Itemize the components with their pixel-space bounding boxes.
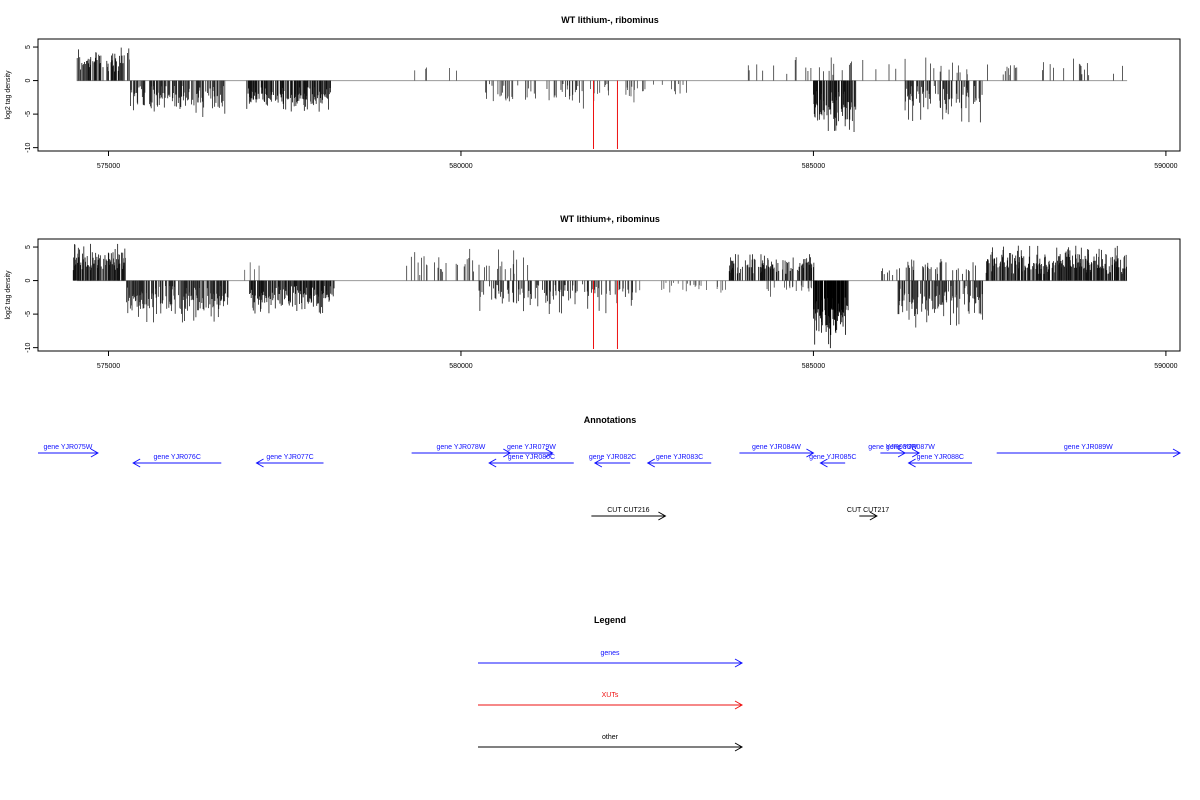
legend-entries: genes XUTs other — [478, 650, 744, 752]
legend-entry: genes — [478, 650, 744, 668]
feature-label: CUT CUT217 — [847, 507, 889, 514]
y-tick-label: 5 — [25, 45, 32, 49]
y-tick-label: -10 — [25, 342, 32, 352]
panel-title: WT lithium-, ribominus — [561, 15, 659, 25]
feature-arrowhead — [658, 511, 667, 521]
feature-label: gene YJR089W — [1064, 444, 1113, 451]
annotation-feature: CUT CUT217 — [847, 507, 889, 521]
y-tick-label: 5 — [25, 245, 32, 249]
feature-label: gene YJR083C — [656, 454, 703, 461]
legend-entry: XUTs — [478, 692, 744, 710]
feature-arrowhead — [911, 448, 921, 458]
feature-label: gene YJR076C — [154, 454, 201, 461]
annotation-feature: gene YJR075W — [38, 444, 99, 458]
density-bars — [72, 243, 1128, 349]
legend-label: XUTs — [602, 692, 619, 699]
feature-arrowhead — [734, 658, 744, 668]
legend-title: Legend — [594, 615, 626, 625]
legend-label: other — [602, 734, 619, 741]
feature-arrowhead — [593, 458, 603, 468]
feature-label: gene YJR087W — [886, 444, 935, 451]
feature-label: gene YJR086W — [868, 444, 917, 451]
x-tick-label: 585000 — [802, 163, 825, 170]
y-tick-label: 0 — [25, 79, 32, 83]
plot-frame — [37, 38, 1181, 152]
legend-label: genes — [600, 650, 620, 657]
annotations-title: Annotations — [584, 415, 637, 425]
feature-label: gene YJR085C — [809, 454, 856, 461]
feature-arrowhead — [907, 458, 916, 468]
plot-frame — [37, 238, 1181, 352]
feature-arrowhead — [734, 742, 744, 752]
legend: Legend genes XUTs other — [478, 615, 744, 752]
annotation-feature: gene YJR079W — [507, 444, 556, 458]
annotation-feature: gene YJR078W — [411, 444, 512, 458]
y-tick-label: -5 — [25, 111, 32, 117]
axis-ticks: 575000 580000 585000 590000 5 0 -5 -10 — [25, 45, 1178, 170]
annotation-feature: gene YJR085C — [809, 454, 856, 468]
annotation-feature: gene YJR077C — [255, 454, 324, 468]
x-tick-label: 580000 — [449, 163, 472, 170]
legend-entry: other — [478, 734, 744, 752]
feature-label: gene YJR075W — [44, 444, 93, 451]
annotation-features: gene YJR075W gene YJR076C gene YJR077C gene… — [38, 444, 1182, 521]
feature-label: gene YJR078W — [437, 444, 486, 451]
x-tick-label: 575000 — [97, 163, 120, 170]
feature-arrowhead — [806, 448, 815, 458]
feature-arrowhead — [255, 458, 264, 468]
feature-label: CUT CUT216 — [607, 507, 649, 514]
feature-label: gene YJR084W — [752, 444, 801, 451]
feature-arrowhead — [488, 458, 497, 468]
feature-arrowhead — [869, 511, 878, 521]
x-tick-label: 585000 — [802, 363, 825, 370]
annotation-feature: gene YJR084W — [739, 444, 815, 458]
feature-arrowhead — [819, 458, 828, 468]
annotation-feature: gene YJR082C — [589, 454, 636, 468]
x-tick-label: 575000 — [97, 363, 120, 370]
feature-label: gene YJR082C — [589, 454, 636, 461]
annotation-feature: gene YJR089W — [996, 444, 1182, 458]
x-tick-label: 580000 — [449, 363, 472, 370]
feature-arrowhead — [646, 458, 656, 468]
annotation-feature: gene YJR087W — [886, 444, 935, 458]
feature-label: gene YJR080C — [508, 454, 555, 461]
annotation-feature: gene YJR076C — [132, 454, 222, 468]
feature-label: gene YJR077C — [266, 454, 313, 461]
feature-arrowhead — [1172, 448, 1182, 458]
y-tick-label: -10 — [25, 142, 32, 152]
y-axis-label: log2 tag density — [5, 70, 12, 120]
feature-arrowhead — [545, 448, 554, 458]
annotation-feature: gene YJR088C — [907, 454, 973, 468]
y-tick-label: -5 — [25, 311, 32, 317]
y-tick-label: 0 — [25, 279, 32, 283]
annotation-feature: gene YJR080C — [488, 454, 574, 468]
feature-label: gene YJR079W — [507, 444, 556, 451]
track-panel-lithium-plus: WT lithium+, ribominus log2 tag density … — [5, 214, 1181, 370]
track-panel-lithium-minus: WT lithium-, ribominus log2 tag density … — [5, 15, 1181, 170]
feature-arrowhead — [734, 700, 744, 710]
panel-title: WT lithium+, ribominus — [560, 214, 660, 224]
feature-arrowhead — [132, 458, 141, 468]
annotation-feature: CUT CUT216 — [591, 507, 667, 521]
x-tick-label: 590000 — [1154, 363, 1177, 370]
annotation-feature: gene YJR083C — [646, 454, 712, 468]
axis-ticks: 575000 580000 585000 590000 5 0 -5 -10 — [25, 245, 1178, 370]
feature-arrowhead — [90, 448, 99, 458]
y-axis-label: log2 tag density — [5, 270, 12, 320]
density-bars — [76, 47, 1128, 149]
feature-label: gene YJR088C — [917, 454, 964, 461]
x-tick-label: 590000 — [1154, 163, 1177, 170]
